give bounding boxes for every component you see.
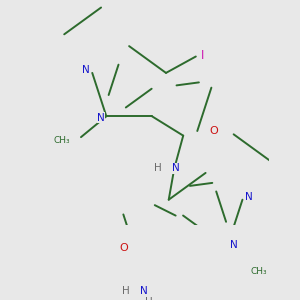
Text: CH₃: CH₃ [251,267,267,276]
Text: N: N [245,192,253,202]
Text: O: O [119,242,128,253]
Text: N: N [172,164,180,173]
Text: N: N [97,113,105,123]
Text: N: N [140,286,148,296]
Text: CH₃: CH₃ [54,136,70,145]
Text: O: O [210,126,218,136]
Text: N: N [82,65,90,75]
Text: N: N [230,239,238,250]
Text: H: H [154,164,162,173]
Text: H: H [122,286,130,296]
Text: H: H [145,297,153,300]
Text: I: I [201,49,204,62]
